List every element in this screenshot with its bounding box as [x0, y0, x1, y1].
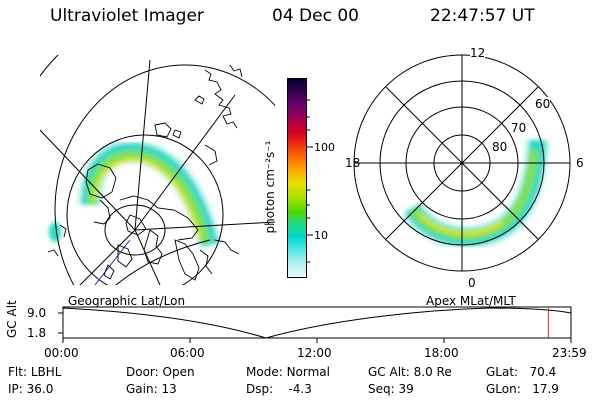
polar-aurora-oval — [401, 139, 550, 250]
colorbar-ticks — [307, 99, 313, 263]
status-glon-label: GLon: — [486, 382, 521, 396]
mlt-label-12: 12 — [470, 46, 486, 60]
header-time: 22:47:57 UT — [430, 6, 535, 26]
status-mode-value: Normal — [286, 365, 330, 379]
status-seq-value: 39 — [398, 382, 414, 396]
status-ip-label: IP: — [8, 382, 23, 396]
colorbar-tick-100: 100 — [314, 141, 335, 154]
mlt-label-6: 6 — [576, 156, 584, 170]
status-gcalt: GC Alt: 8.0 Re — [368, 365, 452, 379]
altitude-axis-label: GC Alt — [5, 300, 19, 338]
time-tick-1800: 18:00 — [424, 346, 459, 360]
time-tick-0600: 06:00 — [170, 346, 205, 360]
status-flt-label: Flt: — [8, 365, 27, 379]
status-dsp-value: -4.3 — [288, 382, 312, 396]
status-mode-label: Mode: — [246, 365, 283, 379]
geo-coastlines — [47, 64, 243, 281]
geo-panel-caption: Geographic Lat/Lon — [68, 294, 186, 308]
status-door-label: Door: — [126, 365, 159, 379]
status-dsp-label: Dsp: — [246, 382, 274, 396]
status-seq: Seq: 39 — [368, 382, 414, 396]
colorbar — [287, 78, 307, 278]
time-tick-0000: 00:00 — [44, 346, 79, 360]
mlt-label-18: 18 — [345, 156, 361, 170]
altitude-tick-1-8: 1.8 — [27, 326, 47, 340]
status-gain-value: 13 — [161, 382, 177, 396]
time-tick-2359: 23:59 — [552, 346, 587, 360]
status-door: Door: Open — [126, 365, 195, 379]
geo-aurora-oval — [49, 139, 222, 249]
status-dsp: Dsp: -4.3 — [246, 382, 312, 396]
altitude-tick-9: 9.0 — [27, 306, 47, 320]
app-title: Ultraviolet Imager — [50, 6, 204, 26]
colorbar-tick-10: 10 — [314, 229, 328, 242]
status-glon-value: 17.9 — [532, 382, 559, 396]
geo-sun-line — [94, 239, 131, 285]
status-flt: Flt: LBHL — [8, 365, 61, 379]
status-flt-value: LBHL — [30, 365, 62, 379]
mlat-label-70: 70 — [511, 121, 527, 135]
status-door-value: Open — [162, 365, 195, 379]
status-glat-label: GLat: — [486, 365, 519, 379]
status-ip: IP: 36.0 — [8, 382, 53, 396]
status-gain-label: Gain: — [126, 382, 158, 396]
status-gcalt-value: 8.0 Re — [413, 365, 452, 379]
status-glat: GLat: 70.4 — [486, 365, 556, 379]
status-glat-value: 70.4 — [529, 365, 557, 379]
altitude-curve — [62, 307, 572, 339]
mlat-label-60: 60 — [535, 97, 551, 111]
mlt-label-0: 0 — [468, 276, 476, 290]
status-gain: Gain: 13 — [126, 382, 177, 396]
header-date: 04 Dec 00 — [272, 6, 359, 26]
status-glon: GLon: 17.9 — [486, 382, 559, 396]
status-ip-value: 36.0 — [26, 382, 54, 396]
status-gcalt-label: GC Alt: — [368, 365, 410, 379]
colorbar-unit-label: photon cm⁻²s⁻¹ — [263, 140, 277, 234]
status-mode: Mode: Normal — [246, 365, 330, 379]
mlat-label-80: 80 — [492, 140, 508, 154]
polar-panel-caption: Apex MLat/MLT — [426, 294, 516, 308]
status-seq-label: Seq: — [368, 382, 395, 396]
time-tick-1200: 12:00 — [297, 346, 332, 360]
